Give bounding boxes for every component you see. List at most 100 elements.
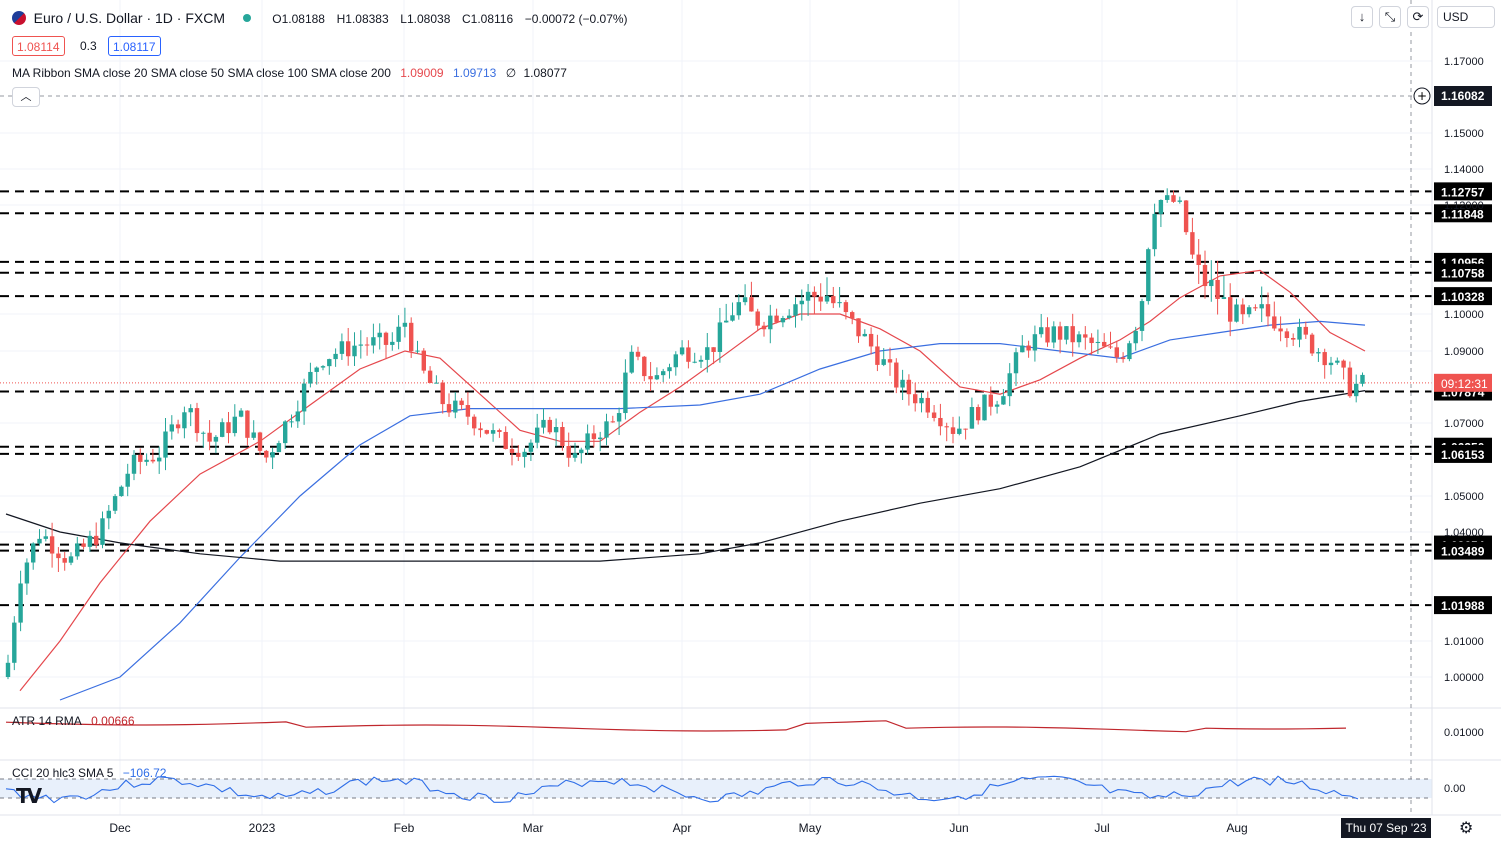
candle-body bbox=[1202, 264, 1208, 287]
candle-body bbox=[654, 375, 660, 380]
currency-value: USD bbox=[1443, 10, 1469, 24]
current-date-label: Thu 07 Sep '23 bbox=[1341, 818, 1431, 838]
candle-body bbox=[887, 359, 893, 363]
ma20-value: 1.09009 bbox=[400, 66, 444, 80]
y-tick-label: 1.05000 bbox=[1444, 491, 1484, 503]
candle-body bbox=[976, 407, 981, 421]
candle-body bbox=[604, 421, 609, 438]
candle-body bbox=[1007, 373, 1012, 397]
candle-body bbox=[509, 448, 515, 453]
candle-body bbox=[175, 424, 181, 429]
level-price-box bbox=[1434, 204, 1492, 223]
atr-legend[interactable]: ATR 14 RMA 0.00666 bbox=[12, 714, 135, 728]
bid-box[interactable]: 1.08114 bbox=[12, 36, 65, 56]
candle-body bbox=[352, 345, 357, 357]
candle-body bbox=[484, 430, 489, 434]
x-tick-label: Dec bbox=[109, 821, 130, 835]
candle-body bbox=[169, 424, 174, 432]
candle-body bbox=[94, 535, 99, 545]
candle-body bbox=[938, 417, 943, 427]
y-tick-label: 1.12000 bbox=[1444, 200, 1484, 212]
close-value: 1.08116 bbox=[470, 12, 514, 26]
candle-body bbox=[667, 367, 672, 372]
candle-body bbox=[553, 427, 559, 433]
candle-body bbox=[1221, 297, 1227, 299]
candle-body bbox=[346, 341, 351, 357]
candle-body bbox=[1108, 346, 1113, 348]
x-tick-label: Aug bbox=[1226, 821, 1247, 835]
candle-body bbox=[1171, 195, 1176, 202]
countdown-box bbox=[1434, 373, 1492, 392]
price-axis[interactable]: 1.17000 1.15000 1.14000 1.12000 1.10000 1.090… bbox=[1413, 0, 1492, 815]
candle-body bbox=[232, 416, 237, 434]
candle-body bbox=[724, 320, 729, 323]
y-tick-label: 1.17000 bbox=[1444, 56, 1484, 68]
ask-box[interactable]: 1.08117 bbox=[108, 36, 161, 56]
candle-body bbox=[623, 372, 628, 414]
candle-body bbox=[787, 315, 792, 319]
candle-body bbox=[1095, 341, 1101, 344]
candle-body bbox=[906, 379, 912, 395]
candle-body bbox=[75, 543, 80, 557]
candle-body bbox=[856, 318, 861, 337]
gear-icon[interactable]: ⚙ bbox=[1459, 820, 1474, 837]
ma100-value: ∅ bbox=[505, 66, 517, 80]
candle-body bbox=[1278, 328, 1283, 332]
high-label: H bbox=[336, 12, 346, 26]
candle-body bbox=[780, 318, 786, 323]
candle-body bbox=[150, 459, 156, 462]
candle-body bbox=[503, 431, 508, 449]
candle-body bbox=[1190, 232, 1195, 255]
tradingview-logo-icon[interactable]: 𝗧𝗩 bbox=[16, 786, 42, 808]
candle-body bbox=[1347, 367, 1353, 397]
candle-body bbox=[900, 379, 905, 388]
candle-body bbox=[698, 359, 704, 362]
ma50-value: 1.09713 bbox=[452, 66, 497, 80]
refresh-button[interactable]: ⟳ bbox=[1407, 6, 1429, 28]
cci-legend[interactable]: CCI 20 hlc3 SMA 5 −106.72 bbox=[12, 766, 166, 780]
level-price-box bbox=[1434, 541, 1492, 560]
time-axis[interactable]: Dec 2023 Feb Mar Apr May Jun Jul Aug bbox=[109, 821, 1247, 835]
currency-select[interactable]: USD bbox=[1437, 6, 1495, 28]
candle-body bbox=[686, 347, 691, 362]
candle-body bbox=[144, 459, 149, 462]
fullscreen-button[interactable]: ⤡ bbox=[1379, 6, 1401, 28]
candle-body bbox=[1335, 360, 1340, 363]
candle-body bbox=[673, 354, 678, 368]
candle-body bbox=[1246, 307, 1252, 315]
candle-body bbox=[1328, 362, 1334, 366]
low-label: L bbox=[400, 12, 407, 26]
symbol-title[interactable]: Euro / U.S. Dollar · 1D · FXCM bbox=[33, 10, 225, 26]
candles bbox=[5, 188, 1365, 680]
candle-body bbox=[679, 347, 685, 355]
y-tick-label: 1.01000 bbox=[1444, 636, 1484, 648]
level-price-label: 1.10758 bbox=[1441, 267, 1485, 281]
candle-body bbox=[31, 543, 36, 563]
candle-body bbox=[43, 536, 48, 539]
candle-body bbox=[572, 453, 578, 458]
collapse-legend-button[interactable]: ︿ bbox=[12, 87, 40, 107]
candle-body bbox=[1070, 326, 1075, 343]
candle-body bbox=[837, 302, 842, 304]
candle-body bbox=[289, 421, 294, 423]
ma-ribbon-legend[interactable]: MA Ribbon SMA close 20 SMA close 50 SMA … bbox=[12, 66, 567, 80]
candle-body bbox=[950, 427, 956, 434]
close-label: C bbox=[462, 12, 471, 26]
refresh-icon: ⟳ bbox=[1412, 9, 1424, 24]
x-tick-label: 2023 bbox=[249, 821, 276, 835]
candle-body bbox=[579, 449, 584, 454]
candle-body bbox=[18, 583, 23, 623]
atr-line bbox=[5, 720, 1347, 733]
change-value: −0.00072 (−0.07%) bbox=[524, 12, 628, 26]
ma-ribbon-label: MA Ribbon SMA close 20 SMA close 50 SMA … bbox=[12, 66, 391, 80]
candle-body bbox=[327, 359, 332, 367]
candle-body bbox=[1240, 304, 1245, 315]
crosshair-price-label: 1.16082 bbox=[1441, 89, 1485, 103]
candle-body bbox=[490, 430, 496, 434]
cci-label: CCI 20 hlc3 SMA 5 bbox=[12, 766, 114, 780]
plus-icon: + bbox=[1417, 89, 1427, 103]
candle-body bbox=[201, 432, 206, 434]
download-button[interactable]: ↓ bbox=[1351, 6, 1373, 28]
candle-body bbox=[1322, 352, 1327, 366]
